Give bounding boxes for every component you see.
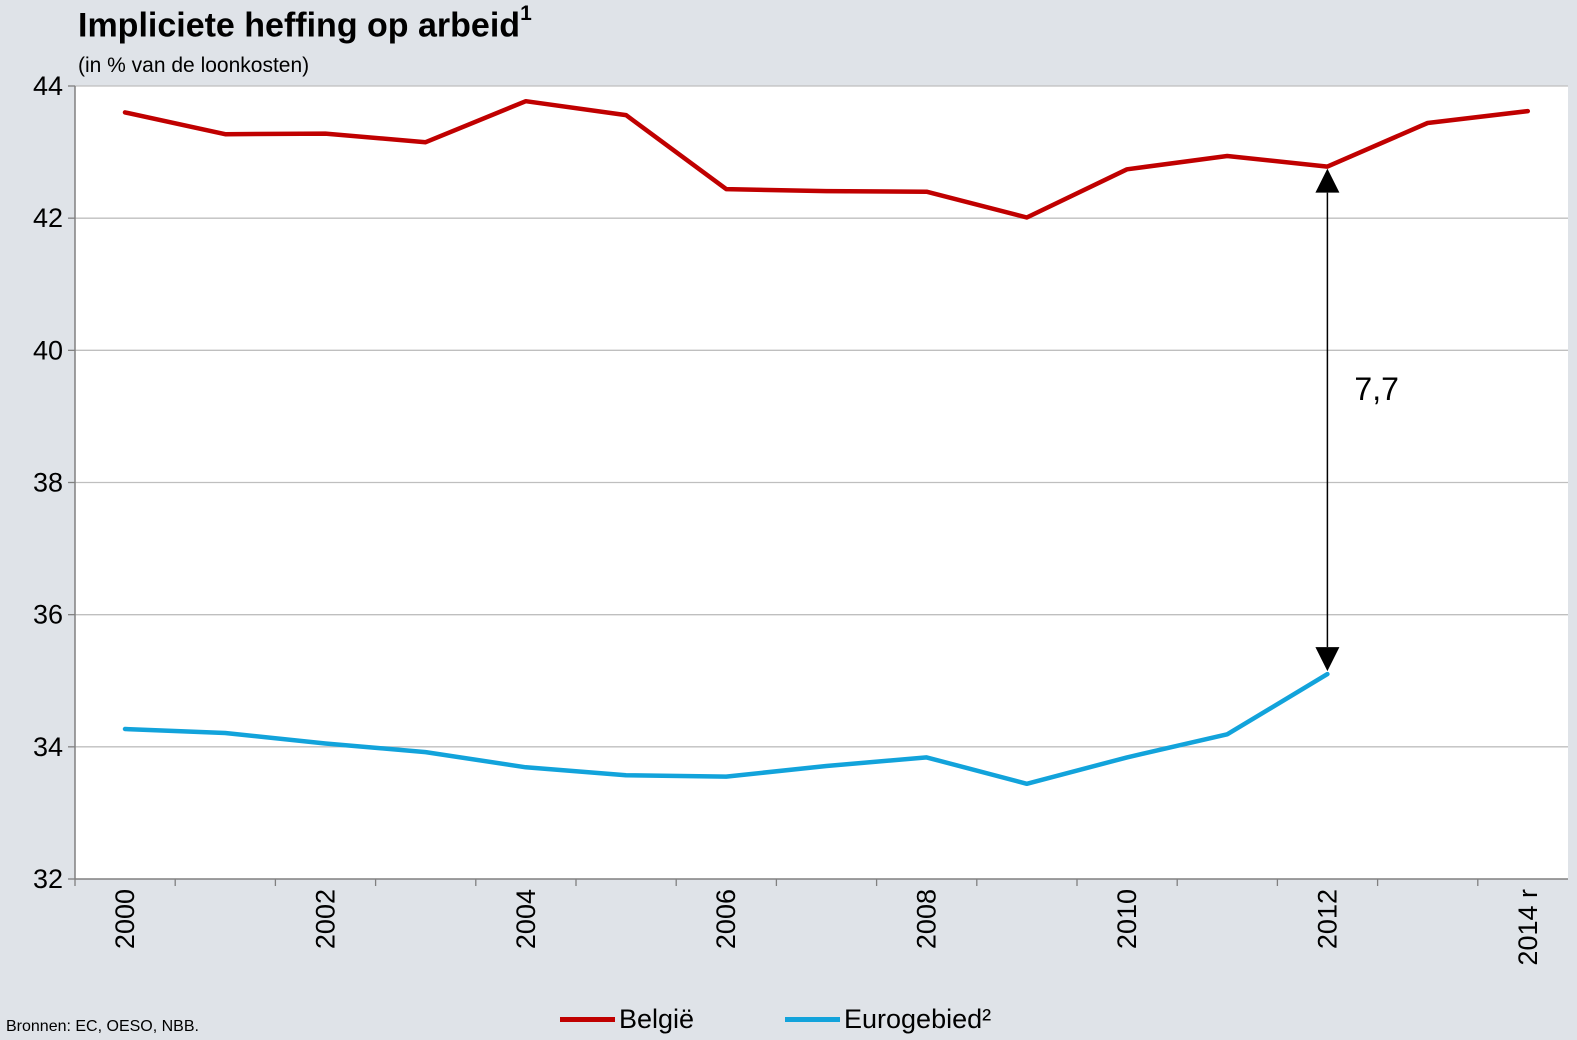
- gap-label: 7,7: [1354, 371, 1398, 407]
- x-tick-label-2004: 2004: [511, 889, 541, 949]
- legend-label-eurogebied: Eurogebied²: [844, 1003, 992, 1034]
- y-tick-label-40: 40: [33, 335, 63, 365]
- y-tick-label-32: 32: [33, 864, 63, 894]
- x-tick-label-2000: 2000: [110, 889, 140, 949]
- chart-subtitle: (in % van de loonkosten): [78, 54, 310, 77]
- source-note: Bronnen: EC, OESO, NBB.: [6, 1018, 199, 1035]
- y-tick-label-42: 42: [33, 203, 63, 233]
- gap-arrow-head-down: [1315, 647, 1340, 672]
- legend-item-eurogebied: Eurogebied²: [785, 1001, 991, 1037]
- legend-label-belgie: België: [619, 1003, 695, 1034]
- chart-title: Impliciete heffing op arbeid1: [78, 2, 532, 45]
- series-lines: [122, 98, 1531, 787]
- x-tick-label-2010: 2010: [1112, 889, 1142, 949]
- axes: 32 34 36 38 40 42 44 2000 2002 2004 2006 2008 2010 20…: [33, 71, 1568, 966]
- x-tick-label-2002: 2002: [310, 889, 340, 949]
- gridlines: [75, 85, 1568, 879]
- y-tick-label-44: 44: [33, 71, 63, 101]
- x-tick-label-2006: 2006: [711, 889, 741, 949]
- y-tick-label-34: 34: [33, 732, 63, 762]
- legend-swatch-belgie: [560, 1016, 615, 1022]
- y-tick-label-36: 36: [33, 600, 63, 630]
- x-tick-label-2014: 2014 r: [1513, 889, 1543, 966]
- y-tick-label-38: 38: [33, 468, 63, 498]
- x-tick-label-2008: 2008: [912, 889, 942, 949]
- legend-item-belgie: België: [560, 1001, 694, 1037]
- x-tick-label-2012: 2012: [1312, 889, 1342, 949]
- gap-annotation: 7,7: [1315, 168, 1399, 672]
- gap-arrow-head-up: [1315, 168, 1340, 193]
- legend-swatch-eurogebied: [785, 1016, 840, 1022]
